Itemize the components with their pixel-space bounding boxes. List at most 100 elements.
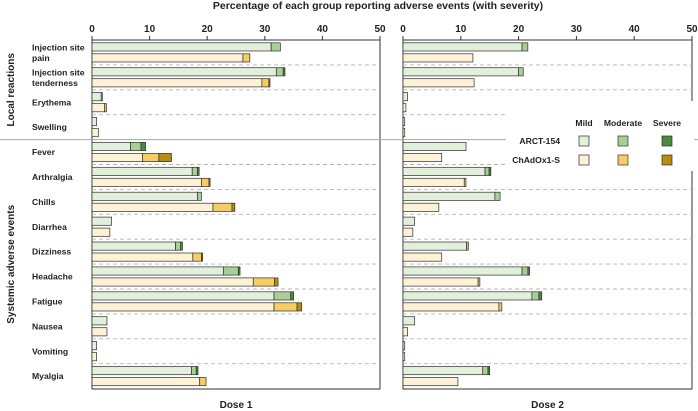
dose1-chad-bar-moderate (242, 53, 251, 63)
dose1-arct-bar-mild (91, 341, 97, 351)
dose2-chad-bar-mild (402, 277, 479, 287)
dose1-arct-bar-severe (197, 166, 200, 176)
dose1-arct-bar-moderate (191, 166, 198, 176)
dose2-arct-bar-moderate (531, 291, 540, 301)
dose2-arct-bar-mild (402, 241, 467, 251)
dose1-arct-bar-mild (91, 241, 176, 251)
dose1-arct-bar-mild (91, 92, 102, 102)
legend-swatch (617, 135, 629, 147)
dose1-arct-bar-mild (91, 166, 193, 176)
category-label: Fatigue (32, 297, 63, 307)
category-label: Fever (32, 147, 56, 157)
dose1-arct-bar-severe (180, 241, 183, 251)
dose1-panel-label: Dose 1 (220, 400, 253, 411)
category-label: Dizziness (32, 247, 71, 257)
dose2-arct-bar-mild (402, 142, 467, 151)
dose2-tick-label-20: 20 (513, 24, 525, 35)
dose1-chad-bar-mild (91, 78, 263, 88)
category-label: Vomiting (32, 346, 68, 356)
dose1-chad-bar-mild (91, 177, 202, 187)
dose2-tick-label-10: 10 (455, 24, 467, 35)
dose2-arct-bar-severe (527, 266, 530, 276)
dose2-chad-bar-mild (402, 327, 408, 337)
dose2-chad-bar-moderate (477, 277, 481, 287)
dose1-arct-bar-severe (195, 366, 199, 376)
dose2-tick-label-0: 0 (400, 24, 406, 35)
dose1-chad-bar-severe (268, 78, 271, 88)
dose1-arct-bar-mild (91, 266, 224, 276)
chart-title: Percentage of each group reporting adver… (213, 0, 543, 12)
legend-vaccine-0: ARCT-154 (519, 136, 560, 146)
dose1-arct-bar-mild (91, 216, 112, 226)
legend-swatch (661, 135, 673, 147)
dose1-arct-bar-mild (91, 316, 108, 326)
dose1-chad-bar-moderate (252, 277, 275, 287)
dose1-arct-bar-mild (91, 191, 198, 201)
dose2-arct-bar-moderate (482, 366, 489, 376)
dose1-tick-label-40: 40 (317, 24, 329, 35)
category-label: Headache (32, 272, 73, 282)
dose1-arct-bar-moderate (222, 266, 239, 276)
dose1-arct-bar-mild (91, 67, 277, 77)
dose1-chad-bar-moderate (201, 177, 210, 187)
dose2-arct-bar-mild (402, 191, 496, 201)
dose1-chad-bar-moderate (104, 103, 107, 113)
legend-severity-severe: Severe (653, 118, 681, 128)
dose1-arct-bar-moderate (197, 191, 202, 201)
dose1-arct-bar-mild (91, 142, 131, 151)
legend-severity-mild: Mild (575, 118, 592, 128)
dose1-arct-bar-moderate (130, 142, 142, 151)
dose1-tick-label-50: 50 (374, 24, 386, 35)
dose2-arct-bar-mild (402, 166, 486, 176)
dose1-tick-label-30: 30 (259, 24, 271, 35)
dose1-chad-bar-severe (158, 153, 172, 162)
dose2-chad-bar-mild (402, 202, 440, 212)
dose1-chad-bar-moderate (261, 78, 270, 88)
dose2-arct-bar-mild (402, 341, 406, 351)
dose2-chad-bar-mild (402, 227, 414, 237)
dose1-arct-bar-severe (290, 291, 294, 301)
dose2-tick-label-30: 30 (571, 24, 583, 35)
dose1-chad-bar-severe (208, 177, 211, 187)
dose2-chad-bar-mild (402, 252, 443, 262)
dose2-arct-bar-mild (402, 67, 519, 77)
dose2-arct-bar-severe (487, 366, 491, 376)
dose1-chad-bar-moderate (212, 202, 233, 212)
dose2-chad-bar-moderate (463, 177, 467, 187)
category-label: Swelling (32, 122, 67, 132)
category-label: Erythema (32, 97, 71, 107)
dose1-arct-bar-severe (140, 142, 146, 151)
dose1-chad-bar-mild (91, 128, 99, 138)
legend-vaccine-1: ChAdOx1-S (512, 155, 560, 165)
dose1-chad-bar-moderate (273, 302, 298, 312)
category-label: Myalgia (32, 371, 64, 381)
category-label: Arthralgia (32, 172, 73, 182)
dose1-chad-bar-mild (91, 277, 254, 287)
dose2-chad-bar-mild (402, 103, 407, 113)
dose1-arct-bar-mild (91, 366, 192, 376)
dose2-arct-bar-moderate (484, 166, 490, 176)
dose1-chad-bar-mild (91, 153, 144, 162)
dose1-arct-bar-severe (237, 266, 241, 276)
dose1-arct-bar-moderate (273, 291, 292, 301)
dose2-arct-bar-moderate (518, 67, 524, 77)
dose1-chad-bar-mild (91, 53, 244, 63)
legend-swatch (617, 154, 629, 166)
dose1-tick-label-20: 20 (202, 24, 214, 35)
dose1-chad-bar-moderate (142, 153, 160, 162)
dose2-arct-bar-mild (402, 117, 406, 127)
dose2-arct-bar-severe (538, 291, 543, 301)
dose2-arct-bar-mild (402, 366, 484, 376)
dose1-chad-bar-moderate (192, 252, 202, 262)
dose2-chad-bar-mild (402, 352, 406, 362)
dose1-arct-bar-mild (91, 42, 272, 52)
dose1-tick-label-10: 10 (144, 24, 156, 35)
dose2-arct-bar-moderate (466, 241, 469, 251)
category-label: Injection site pain (32, 43, 85, 64)
dose1-arct-bar-moderate (270, 42, 281, 52)
dose2-tick-label-50: 50 (686, 24, 698, 35)
dose1-chad-bar-mild (91, 352, 97, 362)
dose2-arct-bar-mild (402, 92, 408, 102)
dose2-chad-bar-mild (402, 153, 443, 162)
dose1-chad-bar-severe (274, 277, 279, 287)
